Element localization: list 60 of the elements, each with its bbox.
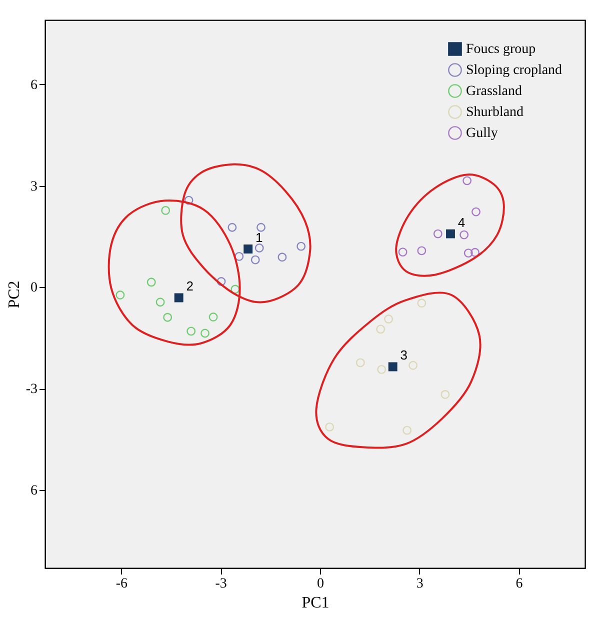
point [208,312,218,322]
y-tick-label: 0 [30,280,38,296]
point [433,229,442,238]
y-axis-title: PC2 [6,280,23,308]
point [230,284,240,294]
annotation: 2 [186,278,194,294]
point [186,326,196,336]
point [250,255,260,264]
point [464,248,473,258]
point [254,244,264,252]
annotation: 1 [255,230,263,246]
x-tick-label: 3 [416,576,424,592]
point [384,314,394,324]
point [278,252,287,262]
y-tick-label: -3 [26,382,38,398]
x-tick-label: -3 [215,576,227,592]
point [156,298,165,307]
point [161,206,170,215]
point [116,290,125,300]
x-tick-label: 6 [516,576,523,592]
y-tick-label: 6 [30,484,38,499]
point [256,222,266,232]
legend-label: Foucs group [466,42,536,57]
point [163,312,172,322]
x-tick-label: -6 [116,576,128,592]
point [184,196,194,205]
x-tick-label: 0 [316,576,324,592]
legend-label: Grassland [466,84,522,99]
point [446,229,455,238]
legend-label: Shurbland [466,105,524,120]
point [398,248,408,257]
point [460,230,469,240]
point [470,248,480,257]
legend-label: Sloping cropland [466,63,562,78]
point [388,362,398,372]
point [244,244,253,254]
point [228,222,237,232]
point [377,364,386,374]
y-tick-label: 3 [30,179,38,194]
point [174,293,184,302]
point [216,277,226,286]
legend-label: Gully [466,126,498,141]
point [417,246,426,256]
point [417,298,426,308]
annotation: 4 [458,214,466,230]
y-tick-label: 6 [30,78,38,93]
point [356,358,365,368]
point [402,426,412,435]
point [146,278,156,287]
point [296,242,306,251]
point [325,422,334,432]
point [462,176,472,186]
point [408,360,418,370]
point [234,252,244,261]
annotation: 3 [400,348,408,363]
x-axis-title: PC1 [302,594,330,612]
point [472,207,480,216]
point [200,328,210,338]
point [376,324,386,334]
point [440,390,450,399]
